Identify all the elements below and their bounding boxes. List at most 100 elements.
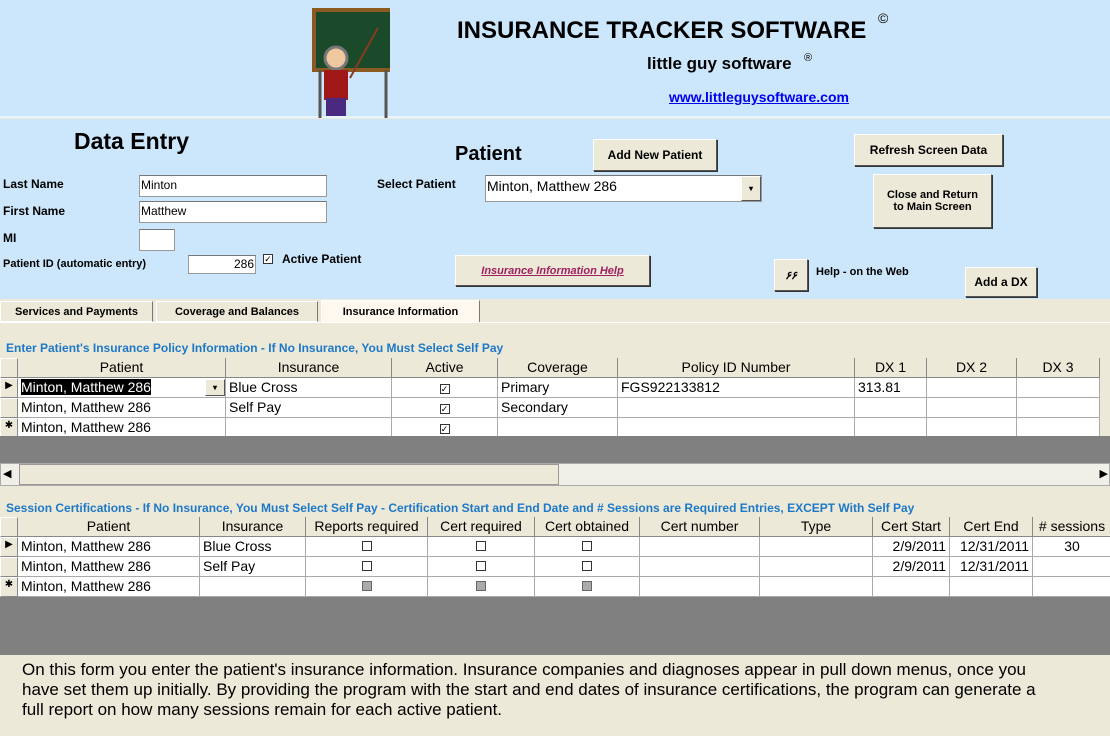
grid-cell[interactable] bbox=[1017, 418, 1100, 438]
checkbox[interactable] bbox=[476, 541, 486, 551]
checkbox[interactable]: ✓ bbox=[439, 384, 450, 394]
checkbox[interactable] bbox=[582, 581, 592, 591]
chevron-down-icon[interactable]: ▾ bbox=[741, 176, 761, 201]
scroll-right-icon[interactable]: ▶ bbox=[1099, 468, 1108, 480]
grid-cell[interactable] bbox=[927, 398, 1017, 418]
grid-cell[interactable] bbox=[760, 557, 873, 577]
grid-cell[interactable]: Self Pay bbox=[226, 398, 392, 418]
grid-cell[interactable] bbox=[226, 418, 392, 438]
checkbox[interactable]: ✓ bbox=[439, 404, 450, 414]
grid-cell[interactable]: Minton, Matthew 286 bbox=[18, 537, 200, 557]
grid-cell[interactable]: 12/31/2011 bbox=[950, 537, 1033, 557]
grid-cell[interactable]: ✓ bbox=[392, 398, 498, 418]
column-header: Reports required bbox=[306, 517, 428, 537]
certs-section-title: Session Certifications - If No Insurance… bbox=[6, 501, 915, 515]
chevron-down-icon[interactable]: ▾ bbox=[205, 379, 225, 396]
grid-cell[interactable] bbox=[873, 577, 950, 597]
scrollbar-thumb[interactable] bbox=[19, 464, 559, 485]
grid-cell[interactable] bbox=[1017, 398, 1100, 418]
checkbox[interactable] bbox=[476, 561, 486, 571]
row-selector[interactable] bbox=[0, 398, 18, 418]
row-selector[interactable] bbox=[0, 557, 18, 577]
grid-cell[interactable]: Primary bbox=[498, 378, 618, 398]
grid-cell[interactable]: Minton, Matthew 286 bbox=[18, 577, 200, 597]
grid-cell[interactable] bbox=[200, 577, 306, 597]
grid-cell[interactable]: ✓ bbox=[392, 418, 498, 438]
grid-cell[interactable] bbox=[535, 577, 640, 597]
add-new-patient-button[interactable]: Add New Patient bbox=[593, 139, 717, 171]
form-heading: Data Entry bbox=[74, 128, 190, 154]
glasses-help-icon[interactable]: ۶۶ bbox=[774, 259, 808, 291]
checkbox[interactable] bbox=[582, 541, 592, 551]
grid-cell[interactable] bbox=[760, 537, 873, 557]
checkbox[interactable] bbox=[361, 561, 372, 571]
grid-cell[interactable]: ✓ bbox=[392, 378, 498, 398]
grid-cell[interactable] bbox=[306, 537, 428, 557]
grid-cell[interactable] bbox=[498, 418, 618, 438]
grid-cell[interactable] bbox=[950, 577, 1033, 597]
select-patient-dropdown[interactable]: Minton, Matthew 286 ▾ bbox=[485, 175, 762, 202]
grid-cell[interactable] bbox=[535, 537, 640, 557]
row-selector[interactable]: ▶ bbox=[0, 378, 18, 398]
row-selector[interactable]: ✱ bbox=[0, 577, 18, 597]
grid-cell[interactable]: Self Pay bbox=[200, 557, 306, 577]
grid-cell[interactable] bbox=[927, 378, 1017, 398]
grid-cell[interactable] bbox=[1033, 577, 1110, 597]
column-header: Coverage bbox=[498, 358, 618, 378]
grid-cell[interactable] bbox=[640, 577, 760, 597]
grid-cell[interactable]: 12/31/2011 bbox=[950, 557, 1033, 577]
checkbox[interactable] bbox=[582, 561, 592, 571]
grid-cell[interactable]: 2/9/2011 bbox=[873, 557, 950, 577]
checkbox[interactable]: ✓ bbox=[439, 424, 450, 434]
grid-cell[interactable] bbox=[1033, 557, 1110, 577]
row-selector[interactable]: ✱ bbox=[0, 418, 18, 438]
grid-cell[interactable] bbox=[618, 398, 855, 418]
last-name-input[interactable]: Minton bbox=[139, 175, 327, 197]
grid-cell[interactable] bbox=[306, 557, 428, 577]
active-patient-checkbox[interactable]: ✓ bbox=[263, 254, 273, 264]
tab-coverage-balances[interactable]: Coverage and Balances bbox=[156, 301, 318, 322]
grid-cell[interactable] bbox=[640, 537, 760, 557]
grid-cell[interactable] bbox=[535, 557, 640, 577]
tab-services-payments[interactable]: Services and Payments bbox=[0, 301, 153, 322]
mi-input[interactable] bbox=[139, 229, 175, 251]
column-header: Type bbox=[760, 517, 873, 537]
grid-cell[interactable]: 30 bbox=[1033, 537, 1110, 557]
checkbox[interactable] bbox=[476, 581, 486, 591]
grid-cell[interactable] bbox=[428, 577, 535, 597]
grid-cell[interactable] bbox=[855, 398, 927, 418]
grid-cell[interactable] bbox=[927, 418, 1017, 438]
grid-cell[interactable]: Minton, Matthew 286 bbox=[18, 418, 226, 438]
website-link[interactable]: www.littleguysoftware.com bbox=[669, 89, 849, 105]
checkbox[interactable] bbox=[361, 581, 372, 591]
grid-corner bbox=[0, 517, 18, 537]
grid-cell[interactable] bbox=[760, 577, 873, 597]
grid-cell[interactable]: Minton, Matthew 286 bbox=[18, 398, 226, 418]
first-name-input[interactable]: Matthew bbox=[139, 201, 327, 223]
grid-cell[interactable] bbox=[855, 418, 927, 438]
grid-cell[interactable]: FGS922133812 bbox=[618, 378, 855, 398]
row-selector[interactable]: ▶ bbox=[0, 537, 18, 557]
column-header: Insurance bbox=[226, 358, 392, 378]
grid-cell[interactable]: Secondary bbox=[498, 398, 618, 418]
checkbox[interactable] bbox=[361, 541, 372, 551]
horizontal-scrollbar[interactable]: ◀ ▶ bbox=[0, 463, 1110, 486]
close-return-button[interactable]: Close and Return to Main Screen bbox=[873, 174, 992, 228]
refresh-screen-button[interactable]: Refresh Screen Data bbox=[854, 134, 1003, 166]
tab-insurance-information[interactable]: Insurance Information bbox=[321, 300, 480, 323]
grid-cell[interactable]: Blue Cross bbox=[200, 537, 306, 557]
grid-cell[interactable] bbox=[306, 577, 428, 597]
grid-cell[interactable] bbox=[1017, 378, 1100, 398]
grid-cell[interactable] bbox=[428, 557, 535, 577]
grid-cell[interactable] bbox=[640, 557, 760, 577]
grid-cell[interactable] bbox=[618, 418, 855, 438]
add-dx-button[interactable]: Add a DX bbox=[965, 267, 1037, 297]
grid-cell[interactable]: 2/9/2011 bbox=[873, 537, 950, 557]
scroll-left-icon[interactable]: ◀ bbox=[3, 468, 12, 480]
grid-cell[interactable]: 313.81 bbox=[855, 378, 927, 398]
insurance-help-button[interactable]: Insurance Information Help bbox=[455, 255, 650, 286]
grid-cell[interactable]: Blue Cross bbox=[226, 378, 392, 398]
grid-cell[interactable]: Minton, Matthew 286 bbox=[18, 557, 200, 577]
grid-cell[interactable]: Minton, Matthew 286 ▾ bbox=[18, 378, 226, 398]
grid-cell[interactable] bbox=[428, 537, 535, 557]
